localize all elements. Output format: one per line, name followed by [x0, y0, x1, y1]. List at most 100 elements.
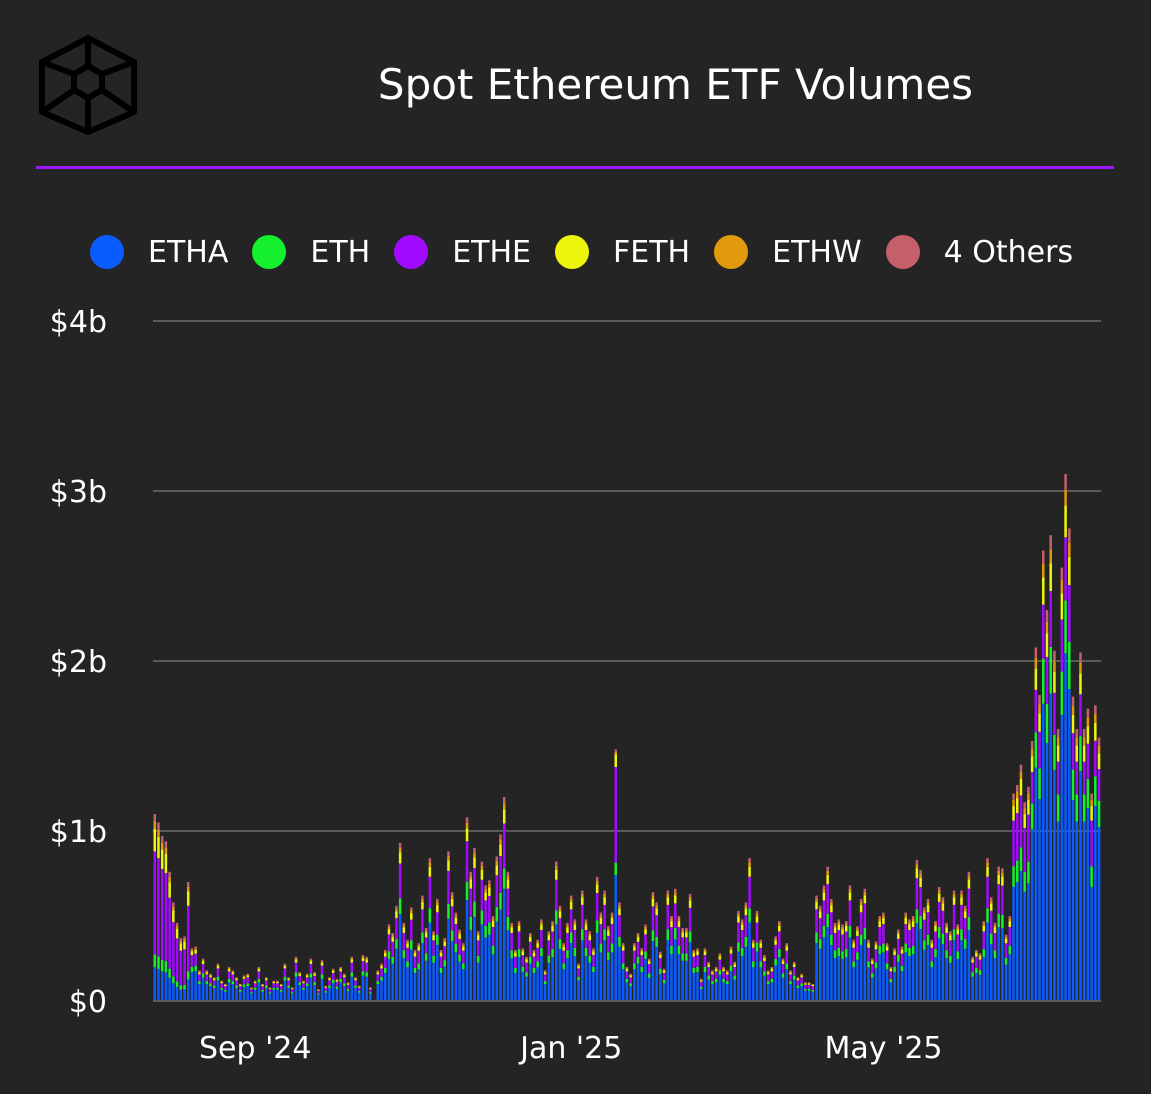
bar-segment [986, 908, 989, 923]
bar-segment [439, 950, 443, 952]
bar-segment [807, 990, 811, 1001]
bar-segment [581, 929, 584, 941]
bar-segment [577, 964, 580, 966]
bar-segment [759, 967, 762, 1001]
bar-segment [1097, 753, 1101, 770]
bar-segment [547, 935, 551, 941]
bar-segment [1045, 703, 1049, 743]
bar-segment [859, 905, 863, 913]
bar-segment [506, 875, 510, 880]
bar-segment [1001, 876, 1004, 886]
bar-segment [517, 921, 521, 924]
bar-segment [410, 907, 413, 911]
bar [1068, 528, 1071, 1001]
bar-segment [510, 927, 513, 933]
bar-segment [963, 918, 967, 940]
bar-segment [967, 917, 971, 930]
bar-segment [201, 964, 205, 974]
bar-segment [581, 893, 584, 898]
bar-segment [733, 964, 736, 967]
y-tick-label: $4b [50, 305, 107, 340]
bar-segment [633, 944, 636, 947]
bar-segment [666, 897, 670, 905]
bar-segment [246, 977, 249, 984]
bar [848, 885, 852, 1001]
bar-segment [205, 981, 209, 985]
bar-segment [361, 957, 365, 962]
legend-item-others[interactable]: 4 Others [885, 235, 1073, 270]
bar [413, 950, 417, 1001]
bar [369, 987, 372, 1001]
bar-segment [212, 977, 216, 979]
bar-segment [235, 985, 238, 988]
bar-segment [889, 978, 893, 983]
bar-segment [607, 952, 610, 960]
bar [874, 941, 878, 1001]
bar-segment [607, 928, 610, 931]
legend-item-ethe[interactable]: ETHE [394, 235, 531, 270]
bar-segment [763, 956, 766, 958]
bar-segment [1015, 791, 1019, 799]
bar-segment [1064, 653, 1067, 1001]
bar-segment [937, 887, 941, 891]
bar-segment [212, 980, 216, 986]
bar [421, 895, 424, 1001]
bar-segment [670, 918, 673, 922]
bar-segment [179, 950, 183, 986]
bar-segment [1004, 964, 1008, 1001]
bar-segment [521, 966, 525, 973]
bar-segment [495, 856, 499, 861]
bar-segment [766, 974, 770, 982]
bar-segment [261, 984, 264, 985]
legend-item-ethw[interactable]: ETHW [714, 235, 862, 270]
bar-segment [621, 950, 625, 964]
bar-segment [871, 959, 874, 962]
bar [212, 977, 216, 1001]
bar-segment [1094, 705, 1097, 715]
bar-segment [975, 951, 978, 954]
bar [718, 953, 722, 1001]
bar-segment [662, 983, 666, 1001]
bar [807, 982, 811, 1001]
bar-segment [212, 985, 216, 988]
bar-segment [491, 927, 495, 946]
bar-segment [428, 862, 432, 867]
bar-segment [785, 946, 789, 951]
bar-segment [800, 975, 803, 978]
bar-segment [1053, 650, 1056, 662]
bar-segment [897, 961, 900, 1001]
bar-segment [506, 879, 510, 889]
bar-segment [826, 913, 829, 928]
bar-segment [432, 955, 435, 963]
bar-segment [904, 924, 907, 944]
legend-item-eth[interactable]: ETH [252, 235, 370, 270]
legend-item-feth[interactable]: FETH [555, 235, 690, 270]
legend-dot-icon [714, 235, 749, 269]
bar-segment [1094, 722, 1097, 741]
bar-segment [168, 876, 171, 883]
legend-item-etha[interactable]: ETHA [90, 235, 228, 270]
bar-segment [1071, 705, 1075, 715]
bar [897, 929, 900, 1001]
bar [703, 948, 707, 1001]
bar [982, 921, 986, 1001]
bar-segment [636, 963, 640, 1001]
bar-segment [737, 922, 740, 943]
bar-segment [469, 879, 473, 889]
legend-label: ETHA [148, 234, 229, 270]
bar-segment [543, 981, 547, 985]
bar-segment [454, 915, 458, 918]
bar-segment [1086, 726, 1090, 744]
bar-segment [640, 951, 644, 956]
bar-segment [822, 892, 826, 901]
bar-segment [956, 934, 960, 952]
bar-segment [822, 888, 826, 893]
bar [562, 943, 565, 1001]
bar-segment [871, 964, 874, 974]
bar-segment [707, 966, 710, 976]
bar-segment [878, 927, 881, 946]
bar-segment [395, 905, 398, 909]
bar-segment [246, 974, 249, 976]
bar-segment [480, 924, 484, 1001]
bar-segment [614, 862, 618, 876]
